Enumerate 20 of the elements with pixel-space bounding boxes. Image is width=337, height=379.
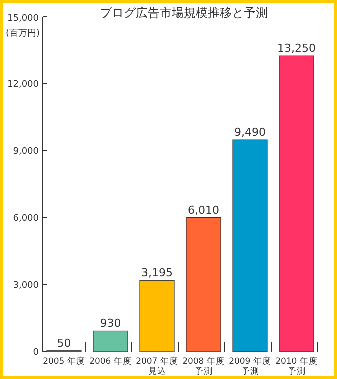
x-tick-label: 2010 年度予測 bbox=[276, 356, 318, 377]
y-tick-label: 3,000 bbox=[13, 281, 40, 291]
y-tick-label: 12,000 bbox=[8, 80, 40, 90]
y-axis-title: (百万円) bbox=[6, 29, 40, 39]
data-label: 50 bbox=[57, 336, 72, 350]
chart-title: ブログ広告市場規模推移と予測 bbox=[100, 6, 268, 20]
data-label: 3,195 bbox=[142, 266, 173, 280]
x-tick-label: 2005 年度 bbox=[43, 356, 86, 367]
y-tick-label: 0 bbox=[33, 348, 40, 358]
data-label: 6,010 bbox=[188, 204, 220, 217]
x-tick-label: 2006 年度 bbox=[90, 356, 132, 367]
x-tick-label: 2008 年度予測 bbox=[182, 356, 225, 377]
data-label: 930 bbox=[100, 317, 122, 330]
data-label: 13,250 bbox=[278, 42, 316, 56]
data-label: 9,490 bbox=[234, 126, 266, 140]
y-tick-label: 6,000 bbox=[13, 214, 40, 224]
y-tick-label: 9,000 bbox=[13, 147, 40, 157]
y-tick-label: 15,000 bbox=[8, 14, 40, 24]
x-tick-label: 2007 年度見込 bbox=[136, 356, 178, 377]
x-tick-label: 2009 年度予測 bbox=[229, 356, 272, 377]
